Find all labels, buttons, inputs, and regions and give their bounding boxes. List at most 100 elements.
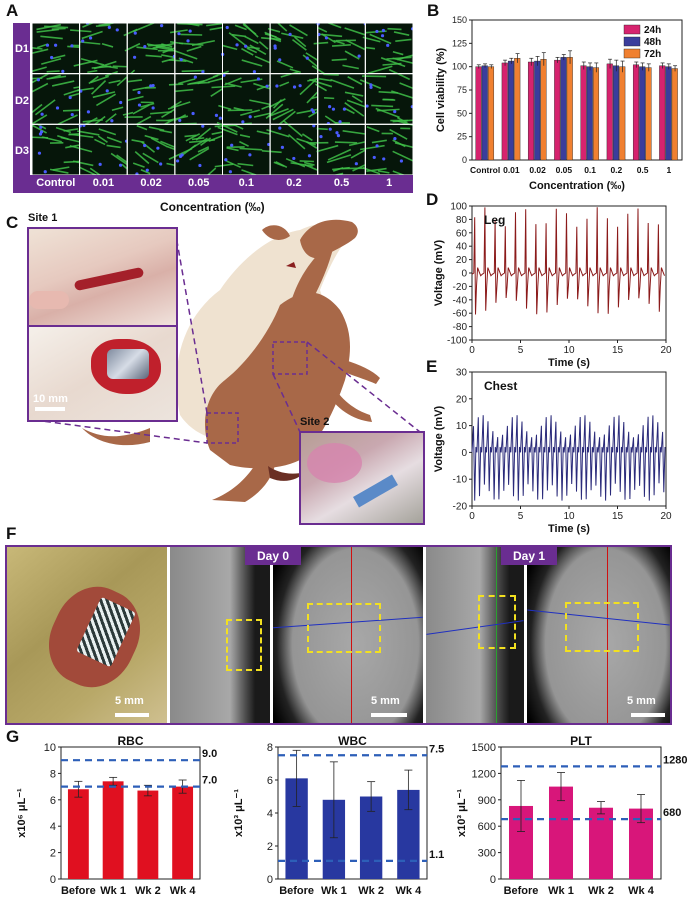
y-tick-label: -80 bbox=[453, 322, 468, 333]
roi-box-4 bbox=[565, 602, 639, 652]
cell-fiber bbox=[392, 50, 404, 56]
cell-fiber bbox=[272, 99, 283, 109]
x-tick-label: 0 bbox=[469, 511, 475, 522]
cell-fiber bbox=[211, 85, 236, 89]
cell-fiber bbox=[253, 82, 273, 91]
y-tick-label: 150 bbox=[452, 15, 467, 25]
cell-fiber bbox=[302, 54, 319, 68]
bar bbox=[67, 789, 89, 879]
cell-nucleus bbox=[410, 27, 413, 31]
cell-fiber bbox=[89, 167, 102, 175]
chart-e-chest-voltage: -20 -10 0 10 20 30 0 5 10 15 20 Chest Time (s) Voltag… bbox=[433, 368, 672, 536]
cell-fiber bbox=[303, 161, 315, 166]
cell-fiber bbox=[240, 109, 260, 117]
legend-label: 24h bbox=[644, 25, 661, 36]
cell-nucleus bbox=[38, 132, 43, 136]
reference-label: 1.1 bbox=[429, 849, 444, 861]
cell-fiber bbox=[197, 74, 219, 85]
ct-day0-left bbox=[170, 547, 270, 723]
cell-fiber bbox=[216, 121, 238, 133]
cell-fiber bbox=[333, 39, 345, 45]
cell-nucleus bbox=[369, 83, 373, 87]
x-tick-label: Before bbox=[61, 885, 96, 897]
cell-fiber bbox=[51, 80, 75, 87]
cell-fiber bbox=[352, 163, 367, 172]
cell-fiber bbox=[392, 139, 406, 148]
cell-nucleus bbox=[201, 70, 205, 74]
cell-nucleus bbox=[372, 155, 376, 160]
column-label: Control bbox=[36, 177, 76, 189]
y-axis-label: x10³ μL⁻¹ bbox=[233, 789, 245, 837]
cell-nucleus bbox=[61, 69, 65, 73]
cell-nucleus bbox=[292, 85, 297, 89]
cell-nucleus bbox=[224, 158, 228, 162]
cell-fiber bbox=[32, 82, 49, 93]
legend-swatch bbox=[623, 24, 641, 35]
cell-fiber bbox=[318, 77, 332, 82]
cell-fiber bbox=[224, 77, 242, 86]
fluorescence-images bbox=[32, 23, 413, 175]
cell-nucleus bbox=[248, 115, 252, 119]
row-label-d3: D3 bbox=[14, 145, 30, 157]
cell-fiber bbox=[326, 154, 352, 164]
cell-fiber bbox=[186, 45, 202, 52]
y-tick-label: 6 bbox=[50, 795, 56, 807]
cell-fiber bbox=[324, 115, 337, 124]
cell-fiber bbox=[342, 64, 359, 70]
cell-fiber bbox=[136, 46, 158, 51]
cell-fiber bbox=[289, 24, 308, 37]
bar bbox=[285, 778, 308, 879]
cell-fiber bbox=[55, 126, 72, 134]
cell-nucleus bbox=[278, 126, 282, 130]
cell-fiber bbox=[277, 110, 296, 126]
chart-b-cell-viability: 0 25 50 75 100 125 150 Control 0.01 0.02 0.05 0.1 0.… bbox=[435, 15, 683, 192]
cell-nucleus bbox=[149, 84, 153, 88]
cell-fiber bbox=[174, 50, 198, 60]
x-tick-label: Wk 1 bbox=[100, 885, 126, 897]
cell-fiber bbox=[313, 41, 329, 45]
column-label: 0.05 bbox=[187, 177, 210, 189]
panel-label-d: D bbox=[426, 190, 439, 209]
y-tick-label: 300 bbox=[478, 848, 496, 860]
scale-label-f1: 5 mm bbox=[115, 695, 144, 707]
ct-day1-right: 5 mm bbox=[527, 547, 670, 723]
cell-fiber bbox=[331, 58, 347, 61]
cell-fiber bbox=[346, 99, 368, 109]
cell-fiber bbox=[146, 43, 173, 50]
y-tick-label: 20 bbox=[456, 394, 468, 405]
panel-f: 5 mm 5 mm Day 0 5 mm Day 1 bbox=[5, 545, 672, 725]
cell-fiber bbox=[110, 152, 129, 166]
cell-nucleus bbox=[319, 135, 323, 139]
panel-label-e: E bbox=[426, 357, 438, 376]
scale-bar-f3 bbox=[631, 713, 665, 717]
microscopy-grid: D1 D2 D3 Control 0.01 0.02 0.05 0.1 0.2 0.5 1 bbox=[13, 23, 413, 193]
cell-fiber bbox=[32, 124, 47, 134]
y-axis-label: x10³ μL⁻¹ bbox=[456, 789, 468, 837]
cell-nucleus bbox=[193, 75, 197, 79]
y-axis-label: Voltage (mV) bbox=[433, 405, 445, 472]
cell-fiber bbox=[141, 141, 156, 153]
cell-fiber bbox=[366, 167, 387, 172]
blue-tape bbox=[353, 474, 398, 508]
x-tick-label: 0.2 bbox=[610, 165, 622, 175]
implant bbox=[107, 349, 149, 379]
cell-fiber bbox=[399, 82, 413, 90]
cell-fiber bbox=[248, 46, 260, 50]
cell-fiber bbox=[268, 98, 286, 109]
panel-c: Site 1 10 mm Site 2 bbox=[0, 210, 425, 525]
cell-fiber bbox=[292, 38, 307, 51]
cell-nucleus bbox=[292, 156, 296, 161]
reference-label: 680 bbox=[663, 807, 681, 819]
cell-nucleus bbox=[176, 159, 180, 163]
cell-fiber bbox=[287, 133, 306, 150]
x-tick-label: Wk 2 bbox=[588, 885, 614, 897]
cell-fiber bbox=[392, 150, 413, 162]
x-axis-label: Time (s) bbox=[548, 357, 590, 369]
x-tick-label: 0.02 bbox=[529, 165, 546, 175]
cell-nucleus bbox=[39, 125, 43, 129]
x-tick-label: Wk 4 bbox=[628, 885, 655, 897]
chart-g-plt: 0 300 600 900 1200 1500 Before Wk 1 Wk 2 Wk 4 1280… bbox=[456, 734, 687, 897]
y-tick-label: 25 bbox=[457, 132, 467, 142]
cell-nucleus bbox=[381, 28, 385, 33]
cell-fiber bbox=[57, 114, 78, 125]
